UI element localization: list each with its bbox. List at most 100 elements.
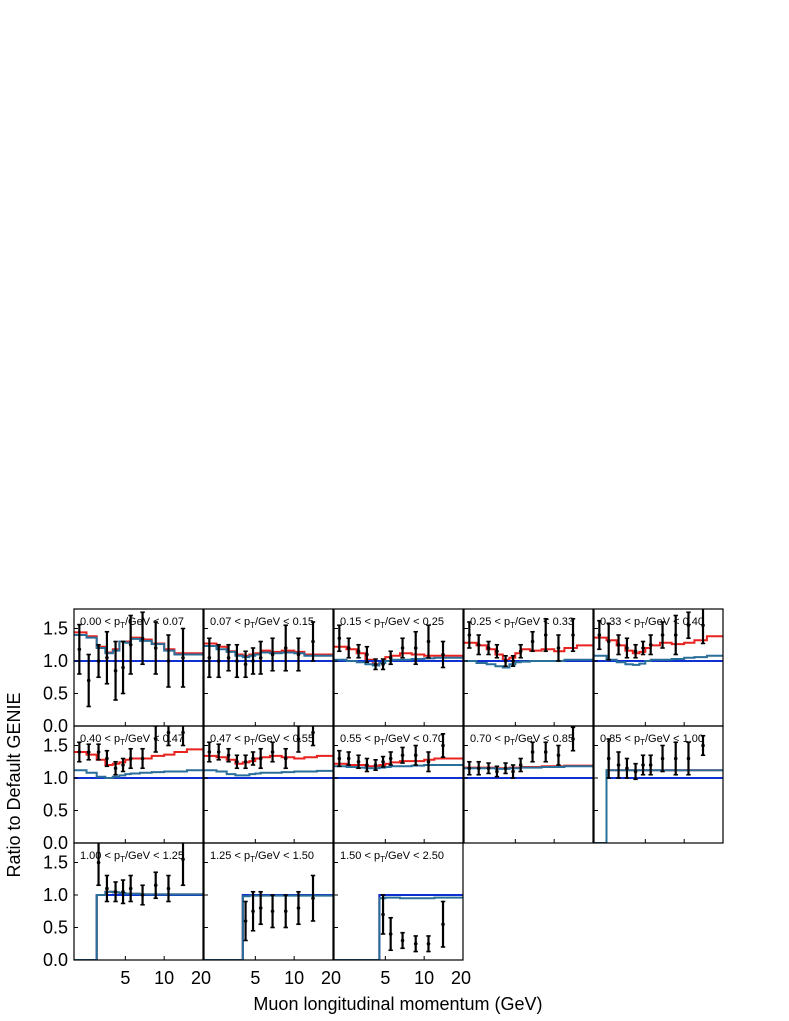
data-point — [426, 751, 431, 773]
data-marker — [311, 639, 315, 644]
x-axis-tick-labels: 5 10 20 5 10 20 5 10 20 — [120, 968, 471, 988]
data-marker — [346, 756, 351, 761]
panel-label: 1.00 < pT/GeV < 1.25 — [80, 850, 184, 864]
data-marker — [270, 909, 275, 914]
data-marker — [616, 642, 621, 647]
data-point — [96, 843, 101, 887]
data-point — [270, 637, 275, 672]
data-point — [128, 747, 133, 770]
data-marker — [296, 652, 301, 657]
data-point — [518, 757, 523, 773]
data-point — [96, 643, 101, 679]
data-marker — [181, 730, 185, 735]
panel-plot-area — [74, 843, 203, 960]
y-tick-label: 0.5 — [43, 918, 68, 938]
panel-plot-area — [334, 894, 463, 960]
data-point — [113, 881, 118, 903]
panel-label: 0.00 < pT/GeV < 0.07 — [80, 616, 184, 630]
data-marker — [426, 759, 431, 764]
data-point — [113, 760, 118, 776]
data-point — [486, 762, 491, 775]
panel-frame — [593, 725, 724, 844]
data-marker — [530, 750, 535, 754]
y-tick-label: 0.5 — [43, 801, 68, 821]
data-marker — [543, 750, 548, 754]
data-marker — [105, 756, 109, 761]
data-marker — [235, 659, 239, 663]
data-marker — [441, 652, 445, 657]
data-marker — [128, 886, 133, 891]
data-marker — [207, 655, 212, 660]
data-marker — [77, 647, 82, 652]
data-marker — [400, 753, 405, 758]
data-marker — [243, 919, 248, 923]
data-marker — [140, 756, 145, 761]
data-point — [660, 621, 665, 649]
data-point — [570, 726, 576, 752]
data-marker — [518, 649, 523, 654]
data-marker — [77, 750, 82, 754]
panel-9: 0.70 < pT/GeV < 0.85 — [463, 725, 594, 844]
data-marker — [207, 750, 212, 754]
data-point — [494, 765, 500, 778]
teal-model-line — [334, 896, 463, 960]
data-marker — [128, 756, 133, 761]
data-point — [476, 634, 481, 656]
data-marker — [153, 737, 158, 741]
data-point — [153, 871, 158, 900]
data-marker — [96, 860, 101, 865]
y-tick-label: 0.0 — [43, 716, 68, 736]
teal-model-line — [74, 769, 203, 779]
panel-11: 1.00 < pT/GeV < 1.25 — [73, 842, 204, 961]
data-point — [440, 732, 446, 759]
data-point — [570, 617, 576, 653]
data-point — [556, 634, 561, 662]
data-marker — [337, 756, 342, 761]
panel-grid: 0.00 < pT/GeV < 0.07 0.07 < pT/GeV < 0.15… — [73, 608, 724, 961]
data-marker — [686, 623, 691, 628]
data-marker — [283, 646, 288, 650]
data-marker — [486, 646, 491, 650]
data-marker — [686, 756, 691, 761]
y-tick-label: 1.5 — [43, 853, 68, 873]
data-point — [648, 634, 653, 656]
data-point — [518, 643, 523, 659]
panel-plot-area — [204, 621, 333, 679]
panel-label: 1.25 < pT/GeV < 1.50 — [210, 850, 314, 864]
data-point — [673, 614, 678, 656]
data-point — [243, 900, 248, 942]
data-marker — [503, 766, 508, 771]
data-point — [510, 654, 516, 668]
data-point — [153, 621, 158, 675]
data-point — [648, 754, 653, 776]
data-point — [296, 726, 301, 753]
panel-plot-area — [74, 611, 203, 708]
teal-model-line — [334, 656, 463, 667]
panel-plot-area — [594, 734, 723, 843]
data-point — [413, 630, 418, 666]
blue-model-line — [334, 894, 463, 960]
data-point — [104, 874, 110, 903]
data-point — [258, 747, 263, 770]
red-model-line — [334, 645, 463, 666]
data-point — [633, 643, 638, 659]
data-marker — [243, 759, 248, 764]
data-marker — [467, 766, 472, 771]
data-point — [258, 890, 263, 926]
data-point — [556, 744, 561, 766]
data-point — [440, 640, 446, 669]
data-point — [337, 624, 342, 653]
x-tick-label: 10 — [154, 968, 174, 988]
data-marker — [660, 633, 665, 637]
data-point — [207, 637, 212, 679]
data-marker — [270, 652, 275, 657]
data-marker — [128, 642, 133, 647]
data-marker — [311, 896, 315, 901]
data-point — [530, 630, 535, 653]
data-point — [380, 894, 386, 935]
data-point — [243, 754, 248, 770]
data-marker — [346, 646, 351, 650]
data-marker — [476, 642, 481, 647]
data-point — [346, 637, 351, 659]
data-marker — [625, 766, 629, 771]
